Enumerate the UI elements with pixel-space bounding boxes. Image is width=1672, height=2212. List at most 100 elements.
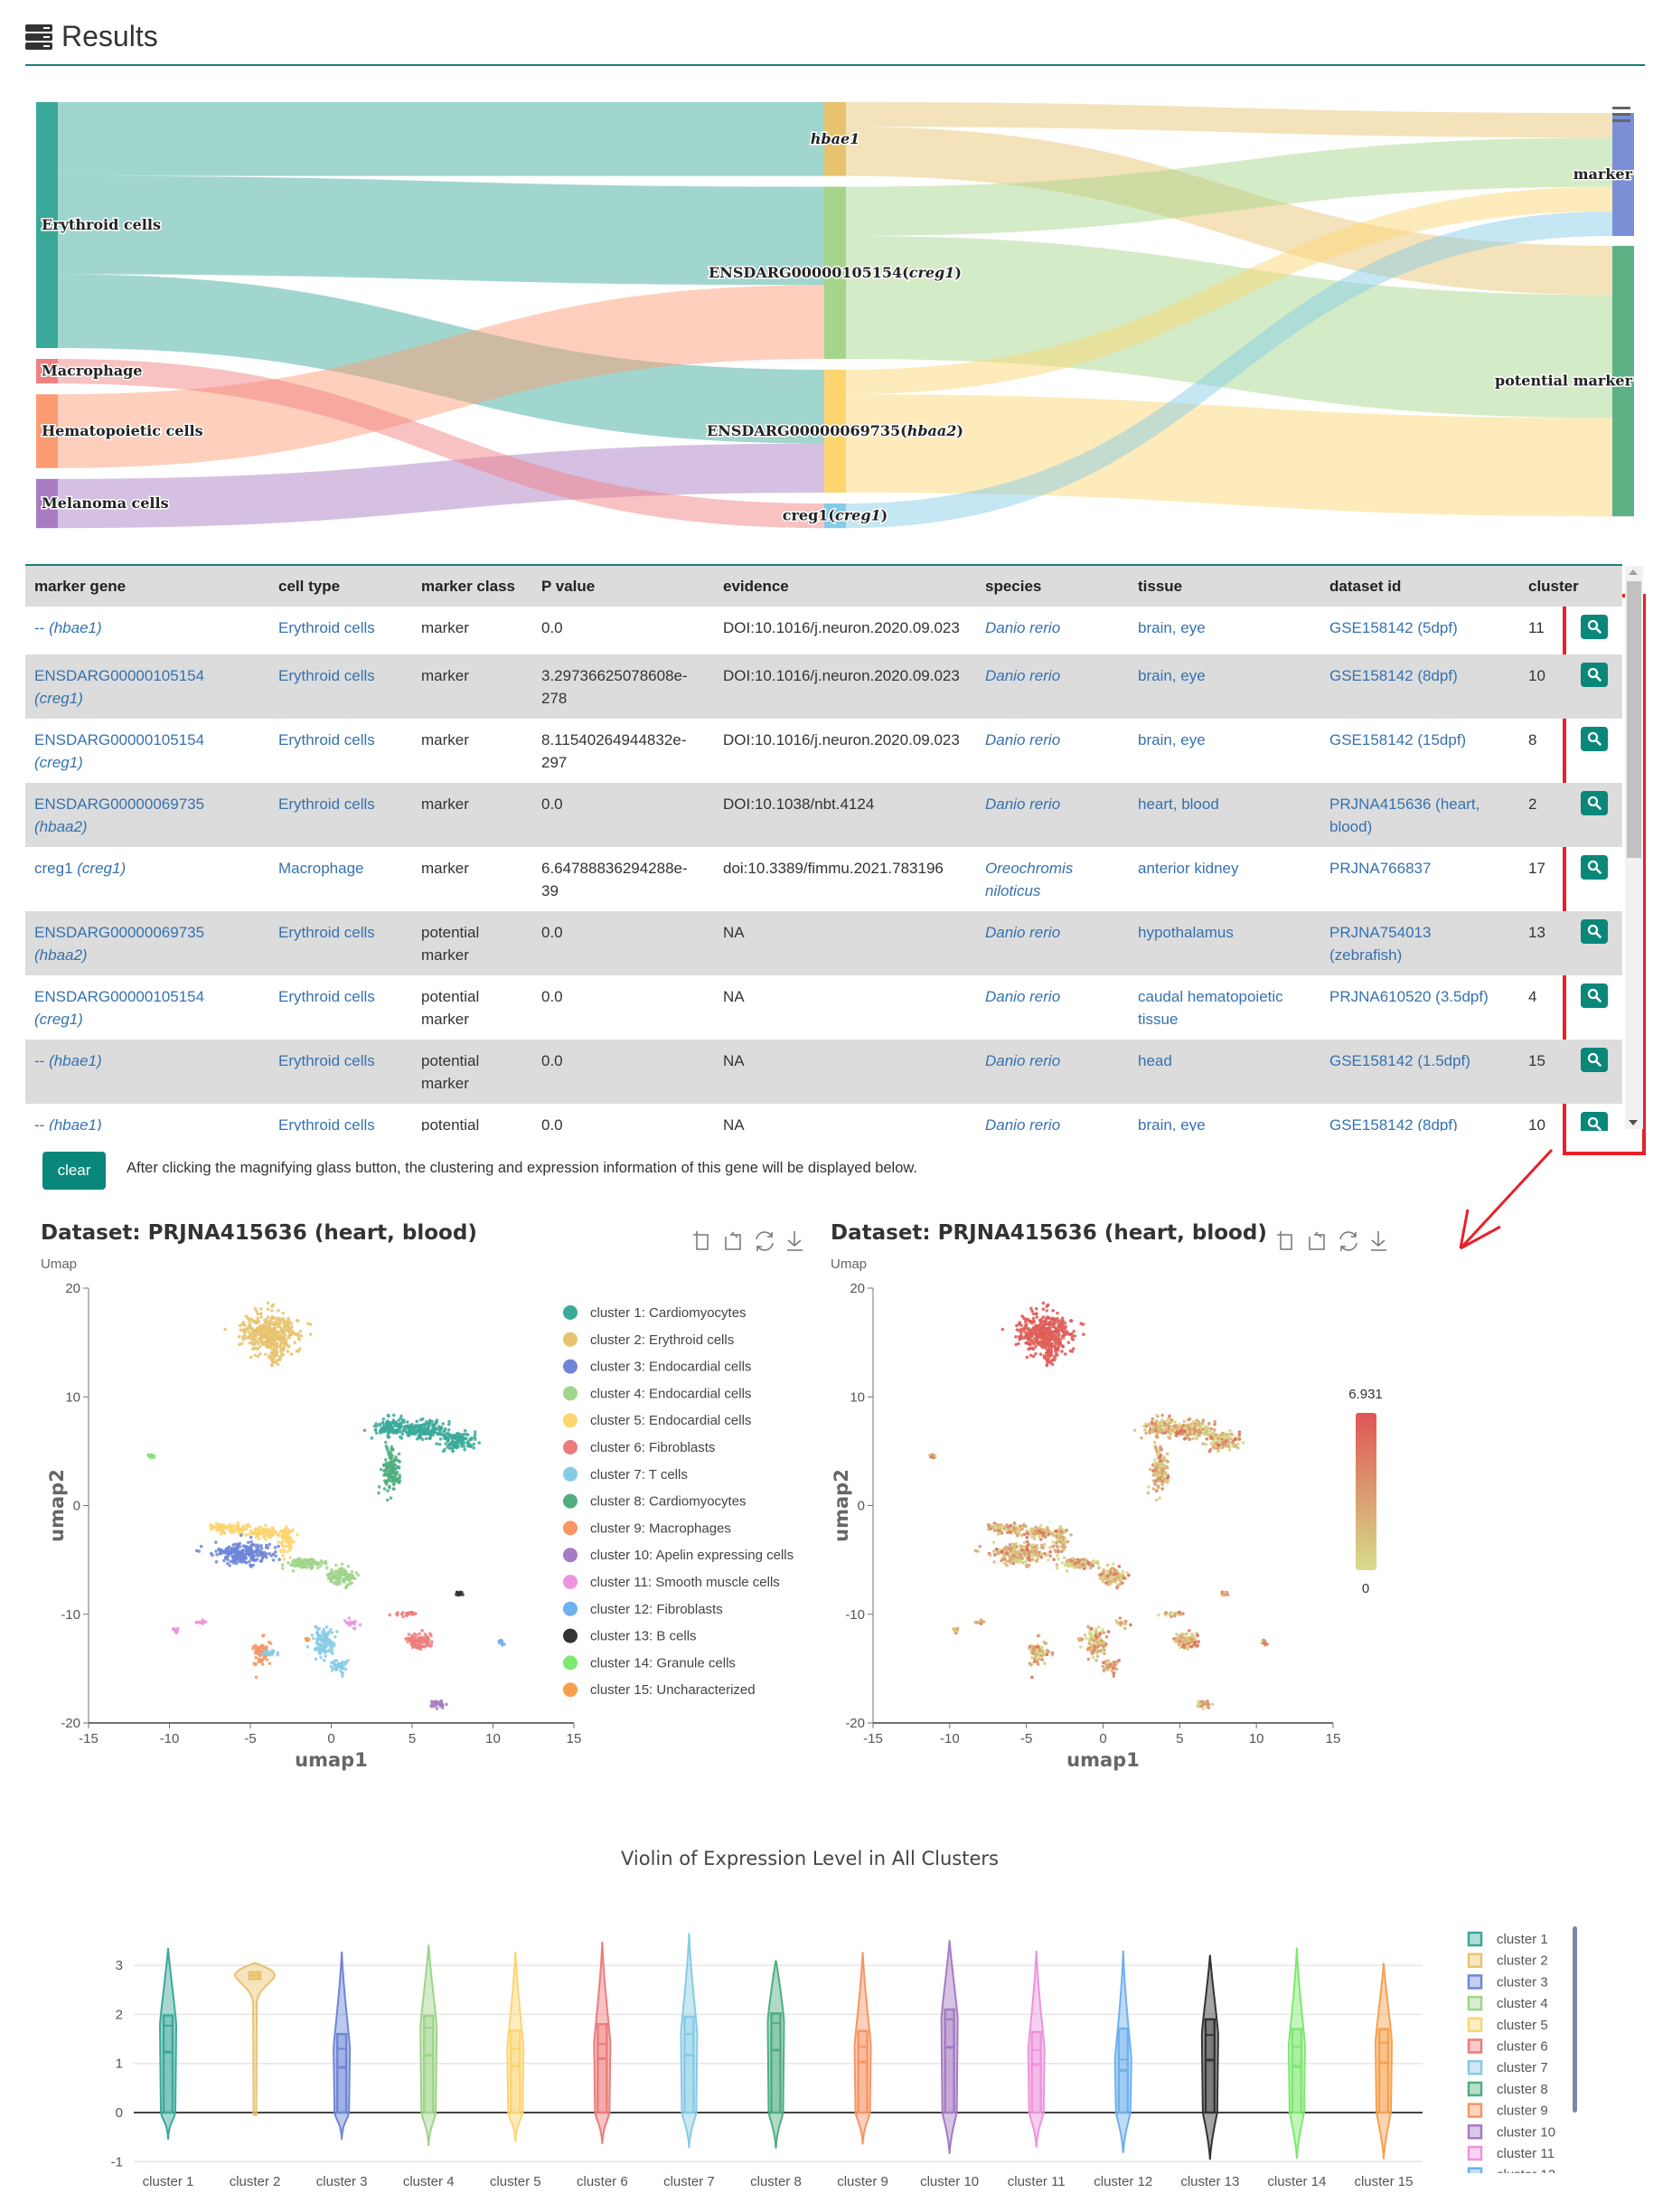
scroll-down-arrow[interactable]: [1629, 1120, 1638, 1125]
dataset-link[interactable]: PRJNA415636 (heart, blood): [1329, 795, 1480, 835]
species-link[interactable]: Danio rerio: [985, 1052, 1061, 1069]
colorbar[interactable]: [1356, 1413, 1376, 1570]
species-link[interactable]: Danio rerio: [985, 988, 1061, 1005]
view-gene-button[interactable]: [1581, 855, 1608, 880]
legend-item[interactable]: cluster 5: Endocardial cells: [563, 1413, 751, 1428]
legend-item[interactable]: cluster 6: Fibroblasts: [563, 1440, 715, 1455]
clear-button[interactable]: clear: [42, 1152, 106, 1190]
legend-item[interactable]: cluster 3: Endocardial cells: [563, 1359, 751, 1375]
species-link[interactable]: Danio rerio: [985, 667, 1061, 684]
violin-1[interactable]: [158, 1948, 178, 2140]
gene-link[interactable]: ENSDARG00000069735: [34, 795, 205, 813]
legend-item[interactable]: cluster 7: T cells: [563, 1466, 688, 1483]
column-header[interactable]: P value: [532, 566, 714, 607]
sankey-link[interactable]: [58, 274, 824, 444]
legend-item[interactable]: cluster 4: [1467, 1995, 1548, 2011]
sankey-node[interactable]: [36, 478, 58, 529]
column-header[interactable]: species: [976, 566, 1129, 607]
sankey-link[interactable]: [58, 359, 824, 529]
cell-type-link[interactable]: Erythroid cells: [278, 1116, 375, 1131]
view-gene-button[interactable]: [1581, 727, 1608, 751]
view-gene-button[interactable]: [1581, 919, 1608, 944]
dataset-link[interactable]: PRJNA766837: [1329, 860, 1432, 877]
zoom-icon[interactable]: [1277, 1231, 1292, 1250]
cell-type-link[interactable]: Erythroid cells: [278, 619, 375, 636]
gene-symbol[interactable]: (hbae1): [49, 1116, 102, 1131]
view-gene-button[interactable]: [1581, 984, 1608, 1008]
cell-type-link[interactable]: Erythroid cells: [278, 988, 375, 1005]
zoom-icon[interactable]: [693, 1231, 709, 1250]
sankey-node[interactable]: [36, 359, 58, 384]
zoom-reset-icon[interactable]: [1309, 1231, 1325, 1250]
tissue-link[interactable]: hypothalamus: [1138, 924, 1234, 941]
violin-5[interactable]: [506, 1951, 525, 2142]
tissue-link[interactable]: brain, eye: [1138, 667, 1206, 684]
legend-item[interactable]: cluster 11: Smooth muscle cells: [563, 1575, 780, 1590]
cell-type-link[interactable]: Erythroid cells: [278, 795, 375, 813]
dataset-link[interactable]: GSE158142 (1.5dpf): [1329, 1052, 1470, 1069]
violin-15[interactable]: [1374, 1963, 1393, 2160]
legend-item[interactable]: cluster 12: Fibroblasts: [563, 1601, 723, 1617]
sankey-link[interactable]: [58, 443, 824, 529]
legend-item[interactable]: cluster 12: [1467, 2167, 1555, 2183]
column-header[interactable]: evidence: [714, 566, 976, 607]
violin-4[interactable]: [419, 1944, 438, 2146]
legend-item[interactable]: cluster 14: Granule cells: [563, 1655, 736, 1671]
species-link[interactable]: Danio rerio: [985, 619, 1061, 636]
sankey-node[interactable]: [1612, 113, 1634, 236]
violin-9[interactable]: [853, 1952, 872, 2145]
zoom-reset-icon[interactable]: [725, 1231, 741, 1250]
gene-symbol[interactable]: (creg1): [34, 690, 83, 707]
violin-8[interactable]: [766, 1960, 785, 2149]
restore-icon[interactable]: [756, 1231, 774, 1251]
legend-item[interactable]: cluster 8: [1467, 2081, 1548, 2097]
gene-symbol[interactable]: (creg1): [34, 1011, 83, 1028]
gene-link[interactable]: creg1: [34, 860, 73, 877]
legend-item[interactable]: cluster 11: [1467, 2145, 1555, 2161]
gene-link[interactable]: ENSDARG00000105154: [34, 988, 205, 1005]
download-icon[interactable]: [787, 1231, 803, 1251]
violin-11[interactable]: [1027, 1950, 1046, 2148]
legend-scrollbar[interactable]: [1573, 1926, 1577, 2113]
gene-symbol[interactable]: (hbaa2): [34, 946, 88, 964]
sankey-node[interactable]: [824, 186, 846, 359]
violin-14[interactable]: [1287, 1947, 1306, 2160]
legend-item[interactable]: cluster 13: [1469, 2188, 1555, 2204]
legend-item[interactable]: cluster 6: [1467, 2038, 1548, 2055]
view-gene-button[interactable]: [1581, 615, 1608, 639]
sankey-node[interactable]: [1612, 246, 1634, 517]
column-header[interactable]: cluster: [1519, 566, 1579, 607]
column-header[interactable]: marker gene: [25, 566, 269, 607]
dataset-link[interactable]: PRJNA610520 (3.5dpf): [1329, 988, 1489, 1005]
marker-gene-cell[interactable]: ENSDARG00000105154 (creg1): [25, 719, 269, 783]
gene-symbol[interactable]: (creg1): [34, 754, 83, 771]
marker-gene-cell[interactable]: creg1 (creg1): [25, 847, 269, 911]
legend-item[interactable]: cluster 5: [1467, 2017, 1548, 2033]
tissue-link[interactable]: brain, eye: [1138, 1116, 1206, 1131]
table-scrollbar[interactable]: [1625, 566, 1643, 1129]
violin-13[interactable]: [1200, 1954, 1219, 2160]
sankey-link[interactable]: [846, 394, 1612, 517]
column-header[interactable]: marker class: [412, 566, 532, 607]
sankey-link[interactable]: [846, 186, 1612, 395]
gene-symbol[interactable]: (hbae1): [49, 1052, 102, 1069]
sankey-link[interactable]: [846, 236, 1612, 419]
legend-item[interactable]: cluster 2: Erythroid cells: [563, 1332, 734, 1348]
view-gene-button[interactable]: [1581, 1048, 1608, 1072]
restore-icon[interactable]: [1339, 1231, 1357, 1251]
tissue-link[interactable]: brain, eye: [1138, 619, 1206, 636]
tissue-link[interactable]: brain, eye: [1138, 731, 1206, 748]
sankey-link[interactable]: [846, 127, 1612, 296]
marker-gene-cell[interactable]: ENSDARG00000105154 (creg1): [25, 654, 269, 719]
scrollbar-thumb[interactable]: [1627, 581, 1641, 858]
sankey-node[interactable]: [824, 370, 846, 493]
view-gene-button[interactable]: [1581, 791, 1608, 815]
gene-link[interactable]: ENSDARG00000105154: [34, 667, 205, 684]
gene-link[interactable]: --: [34, 1116, 45, 1131]
marker-gene-cell[interactable]: ENSDARG00000105154 (creg1): [25, 975, 269, 1040]
legend-item[interactable]: cluster 4: Endocardial cells: [563, 1386, 751, 1401]
dataset-link[interactable]: GSE158142 (8dpf): [1329, 667, 1458, 684]
violin-6[interactable]: [593, 1942, 612, 2144]
sankey-link[interactable]: [58, 175, 824, 286]
gene-link[interactable]: ENSDARG00000105154: [34, 731, 205, 748]
